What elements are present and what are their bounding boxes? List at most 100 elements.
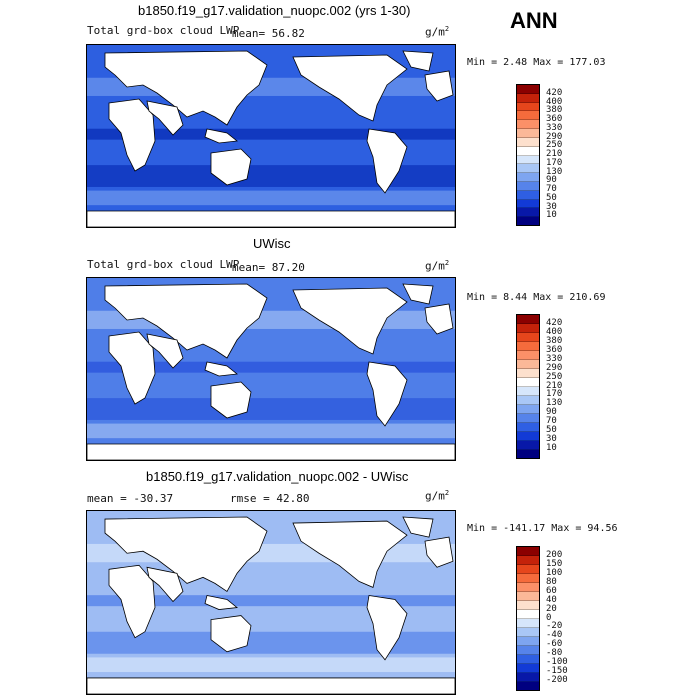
panel3-title: b1850.f19_g17.validation_nuopc.002 - UWi… xyxy=(146,469,409,484)
colorbar-box xyxy=(517,450,539,458)
colorbar-tick-label: 210 xyxy=(546,149,563,159)
colorbar-tick-label: 50 xyxy=(546,192,557,203)
panel3-rmse: rmse = 42.80 xyxy=(230,492,310,505)
colorbar-tick-label: 70 xyxy=(546,416,557,427)
colorbar-box xyxy=(517,378,539,387)
colorbar-box xyxy=(517,619,539,628)
panel2-units: g/m2 xyxy=(425,259,450,273)
colorbar-tick-label: 100 xyxy=(546,567,563,578)
colorbar-box xyxy=(517,137,539,147)
colorbar-box xyxy=(517,155,539,165)
panel2-map-svg xyxy=(87,278,455,460)
colorbar-box xyxy=(517,199,539,209)
continent xyxy=(108,331,156,405)
colorbar-box xyxy=(517,129,539,138)
colorbar-tick-label: 30 xyxy=(546,434,557,445)
colorbar-box xyxy=(517,565,539,574)
continent xyxy=(87,443,455,460)
colorbar-box xyxy=(517,164,539,174)
colorbar-tick-label: 420 xyxy=(546,317,563,328)
colorbar-tick-label: 40 xyxy=(546,594,557,605)
colorbar-box xyxy=(517,315,539,324)
colorbar-box xyxy=(517,610,539,619)
continent xyxy=(87,210,455,227)
colorbar-box xyxy=(517,414,539,423)
colorbar-box xyxy=(517,556,539,565)
continent xyxy=(402,283,434,305)
colorbar-tick-label: 330 xyxy=(546,122,563,133)
colorbar-tick-label: 290 xyxy=(546,362,563,373)
colorbar-box xyxy=(517,432,539,441)
colorbar-box xyxy=(517,646,539,655)
panel1-mean: mean= 56.82 xyxy=(232,27,305,40)
panel1-colorbar xyxy=(516,84,540,226)
continent xyxy=(366,128,408,194)
ocean-band xyxy=(87,631,455,654)
panel3-minmax: Min = -141.17 Max = 94.56 xyxy=(467,523,618,534)
colorbar-tick-label: 380 xyxy=(546,105,563,116)
colorbar-box xyxy=(517,342,539,351)
colorbar-box xyxy=(517,93,539,103)
panel3-colorbar xyxy=(516,546,540,691)
colorbar-tick-label: 290 xyxy=(546,131,563,142)
colorbar-tick-label: 130 xyxy=(546,398,563,409)
colorbar-box xyxy=(517,120,539,130)
continent xyxy=(210,615,252,653)
colorbar-tick-label: 10 xyxy=(546,443,557,454)
colorbar-box xyxy=(517,673,539,682)
colorbar-box xyxy=(517,664,539,673)
colorbar-tick-label: -80 xyxy=(546,648,563,659)
colorbar-tick-label: 30 xyxy=(546,201,557,212)
continent xyxy=(402,516,434,538)
colorbar-tick-label: -200 xyxy=(546,675,568,686)
panel2-variable-label: Total grd-box cloud LWP xyxy=(87,258,240,271)
ocean-band xyxy=(87,128,455,140)
colorbar-tick-label: 170 xyxy=(546,157,563,168)
continent xyxy=(366,361,408,427)
continent xyxy=(104,283,268,359)
continent xyxy=(204,361,239,377)
continent xyxy=(210,381,252,419)
continent xyxy=(146,566,184,603)
colorbar-box xyxy=(517,181,539,191)
continent xyxy=(146,100,184,136)
colorbar-tick-label: 10 xyxy=(546,210,557,221)
continent xyxy=(104,516,268,593)
panel1-map-svg xyxy=(87,45,455,227)
panel1-units: g/m2 xyxy=(425,25,450,39)
colorbar-tick-label: 400 xyxy=(546,96,563,107)
continent xyxy=(104,50,268,126)
continent xyxy=(146,333,184,369)
colorbar-box xyxy=(517,387,539,396)
colorbar-tick-label: 90 xyxy=(546,407,557,418)
colorbar-box xyxy=(517,369,539,378)
panel3-colorbar-labels: 200 150 100 80 60 40 20 0 -20 -40 -60 -80 -100 -150 -2… xyxy=(546,546,586,689)
continent xyxy=(424,536,454,568)
panel3-units: g/m2 xyxy=(425,489,450,503)
colorbar-tick-label: 170 xyxy=(546,389,563,400)
colorbar-tick-label: 20 xyxy=(546,603,557,614)
colorbar-tick-label: 50 xyxy=(546,425,557,436)
colorbar-tick-label: 210 xyxy=(546,380,563,391)
continent xyxy=(366,595,408,661)
colorbar-box xyxy=(517,396,539,405)
panel2-minmax: Min = 8.44 Max = 210.69 xyxy=(467,292,606,303)
colorbar-tick-label: -40 xyxy=(546,630,563,641)
continent xyxy=(292,54,408,122)
colorbar-tick-label: 250 xyxy=(546,371,563,382)
colorbar-tick-label: 330 xyxy=(546,353,563,364)
colorbar-box xyxy=(517,637,539,646)
colorbar-tick-label: 70 xyxy=(546,184,557,194)
colorbar-tick-label: -100 xyxy=(546,657,568,668)
panel2-colorbar-labels: 420 400 380 360 330 290 250 210 170 130 90 70 50 30 10 xyxy=(546,314,586,457)
colorbar-tick-label: -60 xyxy=(546,639,563,650)
colorbar-box xyxy=(517,351,539,360)
colorbar-box xyxy=(517,111,539,121)
colorbar-box xyxy=(517,208,539,218)
panel2-mean: mean= 87.20 xyxy=(232,261,305,274)
ocean-band xyxy=(87,423,455,439)
colorbar-box xyxy=(517,547,539,556)
colorbar-tick-label: 360 xyxy=(546,114,563,124)
colorbar-box xyxy=(517,173,539,182)
colorbar-tick-label: 250 xyxy=(546,140,563,151)
